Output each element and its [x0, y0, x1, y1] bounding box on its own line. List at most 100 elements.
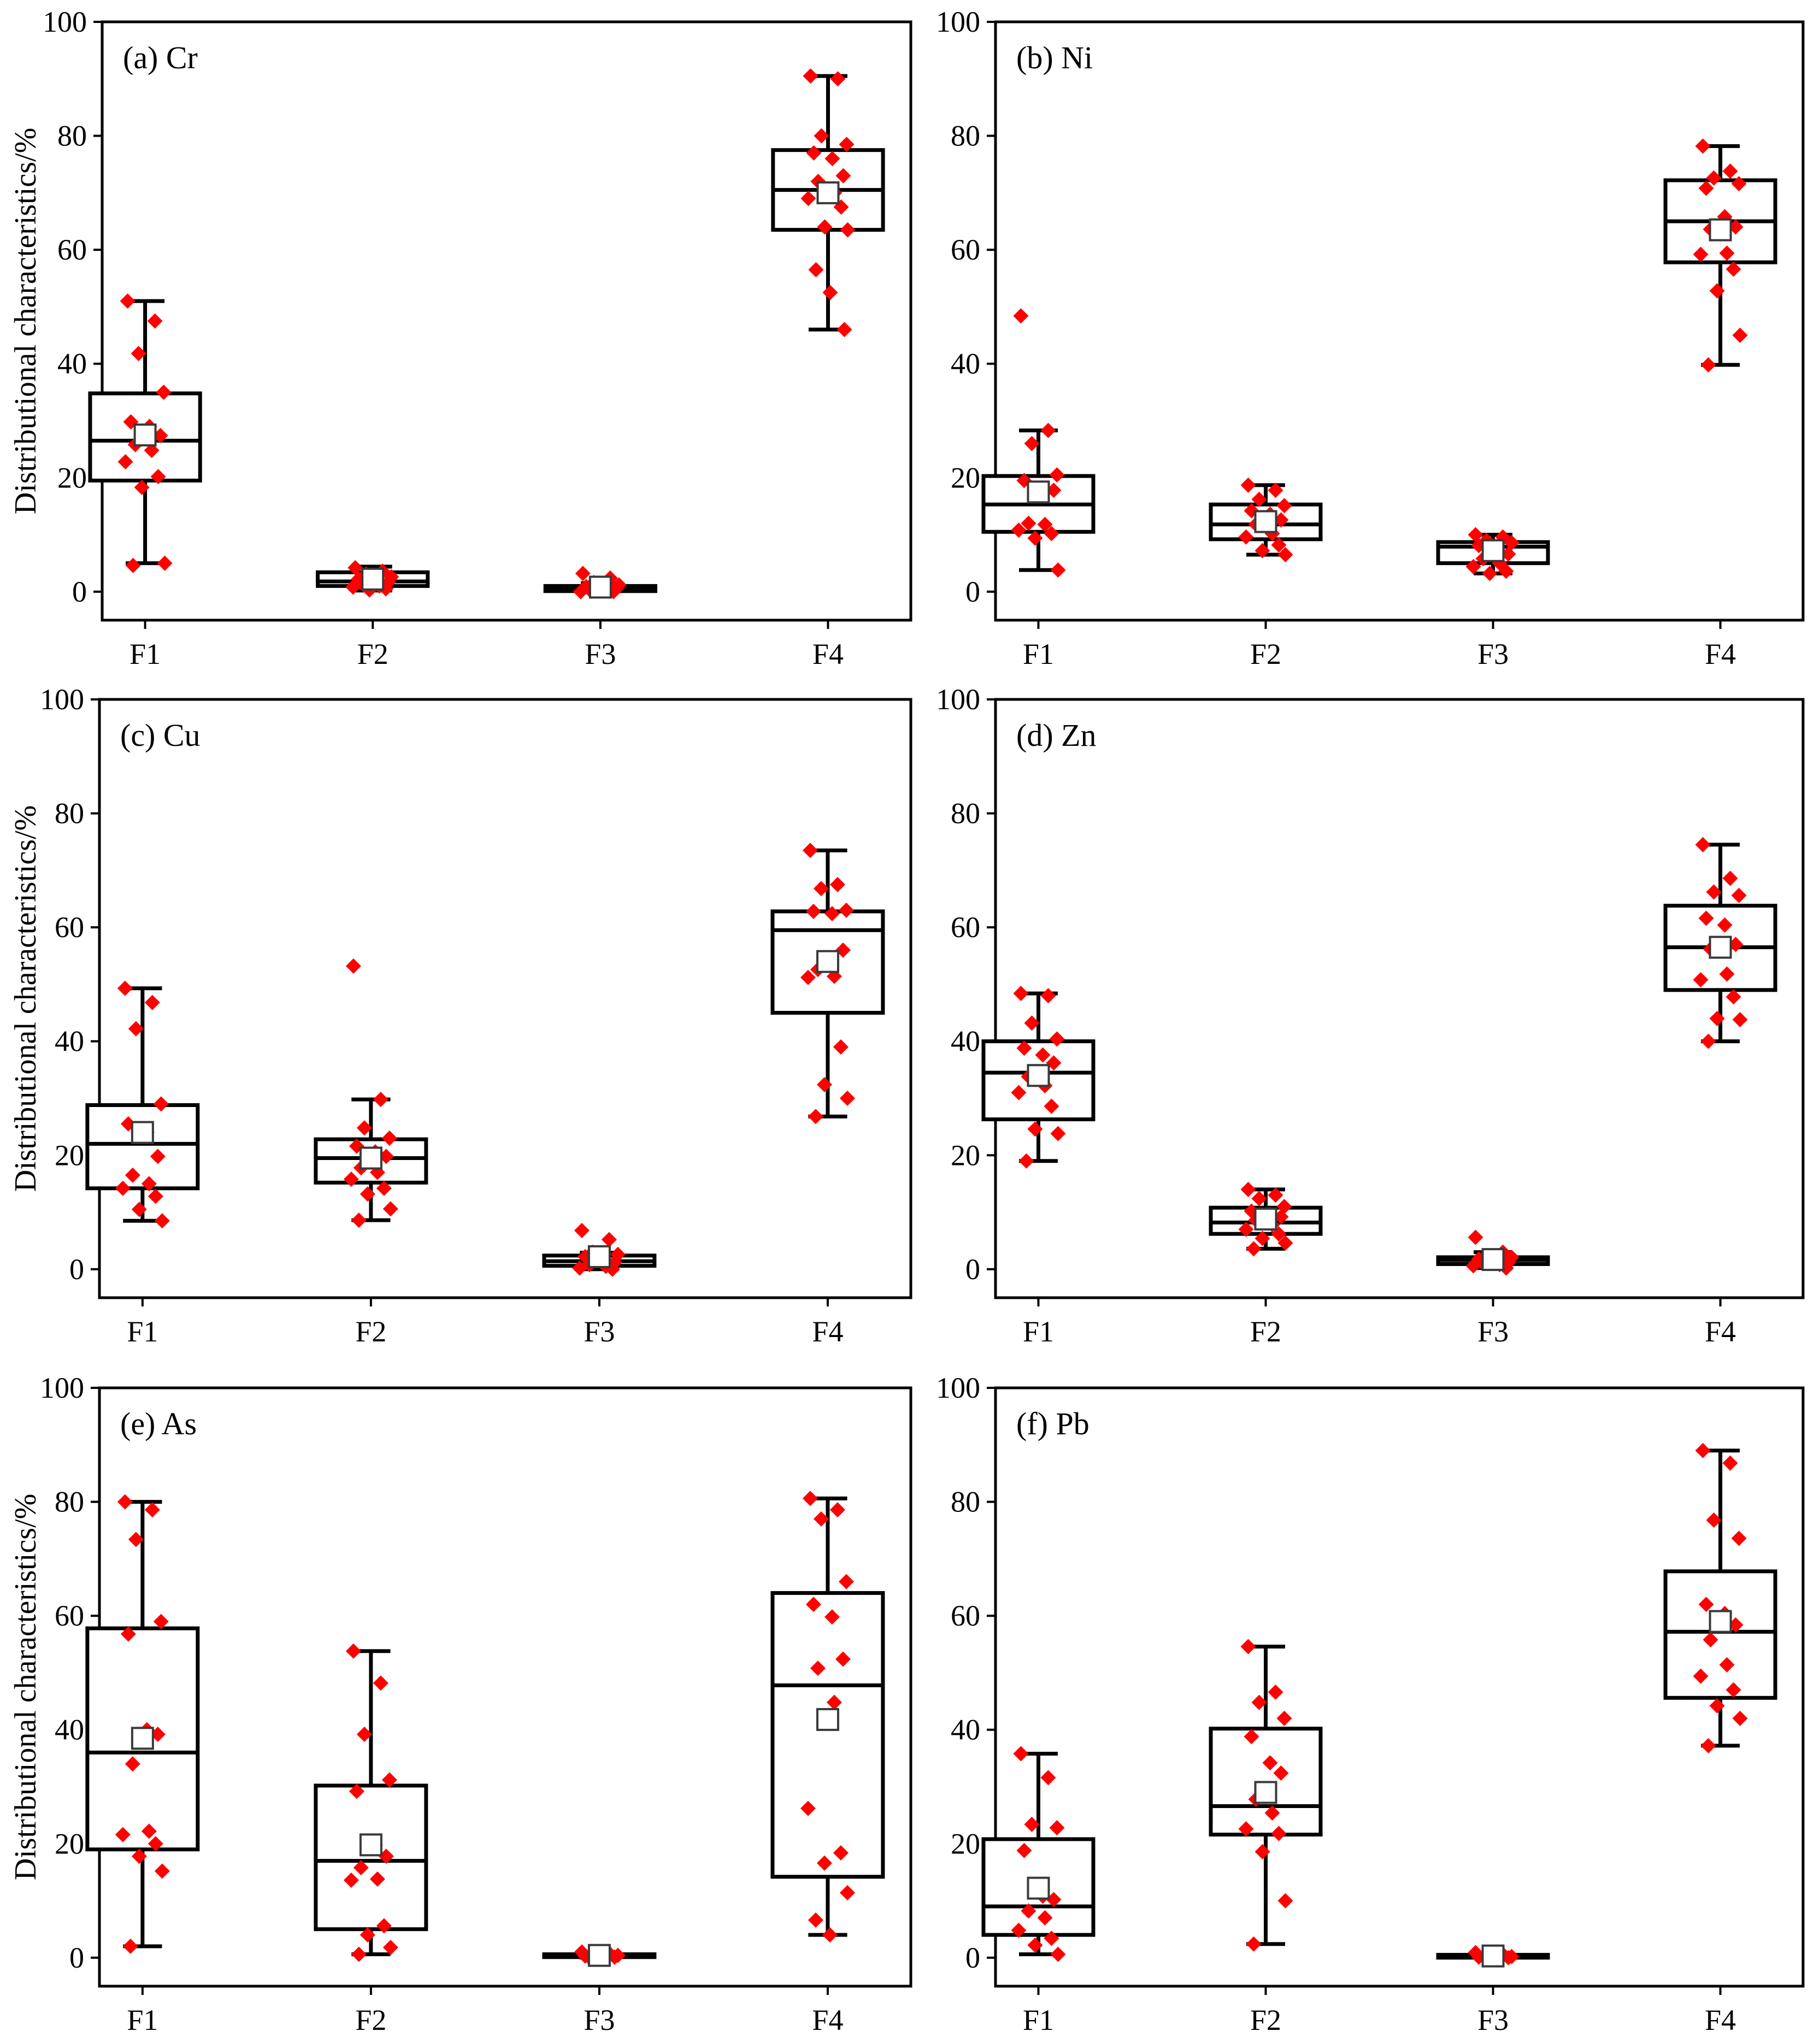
x-tick-label: F3 — [1477, 2004, 1509, 2036]
mean-marker — [1027, 1064, 1050, 1087]
data-point — [810, 1661, 826, 1676]
data-point — [1264, 1805, 1280, 1821]
data-point — [1049, 1031, 1065, 1047]
data-point — [381, 1772, 397, 1788]
data-point — [360, 1927, 375, 1943]
x-tick-label: F1 — [127, 1315, 158, 1348]
data-point — [1725, 261, 1741, 277]
y-tick-label: 0 — [965, 1941, 980, 1974]
data-point — [805, 903, 821, 919]
data-point — [356, 1727, 372, 1742]
data-point — [115, 1827, 131, 1842]
data-point — [144, 994, 160, 1010]
panel-label: (d) Zn — [1016, 717, 1097, 753]
data-point — [1504, 535, 1519, 551]
data-point — [816, 1855, 832, 1871]
data-point — [1722, 163, 1738, 179]
panel-label: (b) Ni — [1016, 40, 1093, 75]
data-point — [1011, 1085, 1027, 1100]
box-plot-F1 — [981, 308, 1095, 578]
y-tick-label: 80 — [55, 797, 84, 830]
data-point — [830, 71, 846, 87]
data-point — [1246, 1936, 1262, 1952]
y-tick-label: 60 — [951, 233, 980, 266]
panel-label: (e) As — [120, 1406, 197, 1441]
data-point — [1050, 562, 1066, 578]
box-plot-F1 — [85, 1494, 200, 1954]
data-point — [1254, 1230, 1270, 1246]
data-point — [800, 191, 816, 207]
box-plot-F2 — [1209, 1181, 1323, 1257]
data-point — [373, 1092, 388, 1108]
data-point — [1693, 246, 1709, 262]
mean-marker — [1481, 1944, 1505, 1968]
data-point — [1016, 1842, 1032, 1858]
y-tick-label: 100 — [936, 5, 980, 38]
data-point — [1695, 837, 1711, 852]
mean-marker — [1481, 1248, 1505, 1271]
data-point — [1049, 467, 1065, 483]
data-point — [1731, 887, 1747, 903]
data-point — [813, 1511, 829, 1527]
data-point — [1693, 972, 1709, 988]
data-point — [360, 1186, 375, 1202]
data-point — [1276, 1710, 1292, 1726]
y-tick-label: 0 — [965, 575, 980, 608]
data-point — [805, 1597, 821, 1612]
data-point — [1268, 1187, 1283, 1203]
data-point — [141, 1176, 157, 1192]
box-plot-F1 — [981, 1746, 1095, 1962]
data-point — [814, 128, 829, 144]
box-plot-F3 — [1436, 1944, 1550, 1968]
data-point — [1706, 884, 1722, 900]
y-tick-label: 80 — [951, 797, 980, 830]
data-point — [351, 1212, 367, 1228]
box-plot-F4 — [770, 1491, 885, 1943]
data-point — [1482, 566, 1498, 581]
data-point — [1719, 1657, 1735, 1673]
mean-marker — [587, 1245, 611, 1268]
data-point — [1240, 1181, 1256, 1197]
data-point — [1732, 1710, 1748, 1726]
data-point — [1695, 1443, 1711, 1458]
data-point — [353, 1860, 369, 1876]
data-point — [824, 1609, 840, 1625]
data-point — [1731, 176, 1747, 192]
data-point — [1709, 1698, 1725, 1714]
data-point — [373, 1675, 388, 1691]
x-tick-label: F1 — [129, 638, 161, 670]
x-tick-label: F1 — [1023, 1315, 1054, 1348]
data-point — [1044, 526, 1059, 541]
mean-marker — [1254, 1781, 1277, 1804]
data-point — [574, 1222, 590, 1238]
data-point — [382, 1940, 398, 1956]
data-point — [1238, 1821, 1254, 1837]
box-plot-F2 — [314, 1643, 428, 1962]
axes-frame — [101, 20, 912, 622]
y-tick-label: 0 — [69, 1941, 84, 1974]
data-point — [117, 1494, 133, 1510]
data-point — [1725, 1682, 1741, 1698]
y-tick-label: 40 — [951, 1025, 980, 1058]
data-point — [1276, 498, 1292, 514]
box-plot-F3 — [1436, 1229, 1550, 1276]
box-plot-F4 — [770, 843, 885, 1124]
data-point — [117, 980, 133, 996]
data-point — [1027, 1121, 1043, 1137]
y-tick-label: 0 — [72, 575, 87, 608]
data-point — [816, 1076, 832, 1092]
data-point — [1254, 543, 1270, 558]
data-point — [150, 469, 166, 485]
data-point — [1273, 1765, 1289, 1781]
data-point — [1703, 1632, 1718, 1647]
y-tick-label: 0 — [69, 1253, 84, 1286]
data-point — [1468, 1229, 1483, 1245]
data-point — [1238, 529, 1254, 545]
data-point — [833, 1039, 849, 1055]
data-point — [1271, 1826, 1287, 1841]
data-point — [572, 1260, 587, 1276]
x-tick-label: F4 — [812, 638, 844, 670]
y-axis-label: Distributional characteristics/% — [9, 128, 43, 515]
data-point — [376, 1180, 392, 1196]
data-point — [381, 1131, 397, 1146]
